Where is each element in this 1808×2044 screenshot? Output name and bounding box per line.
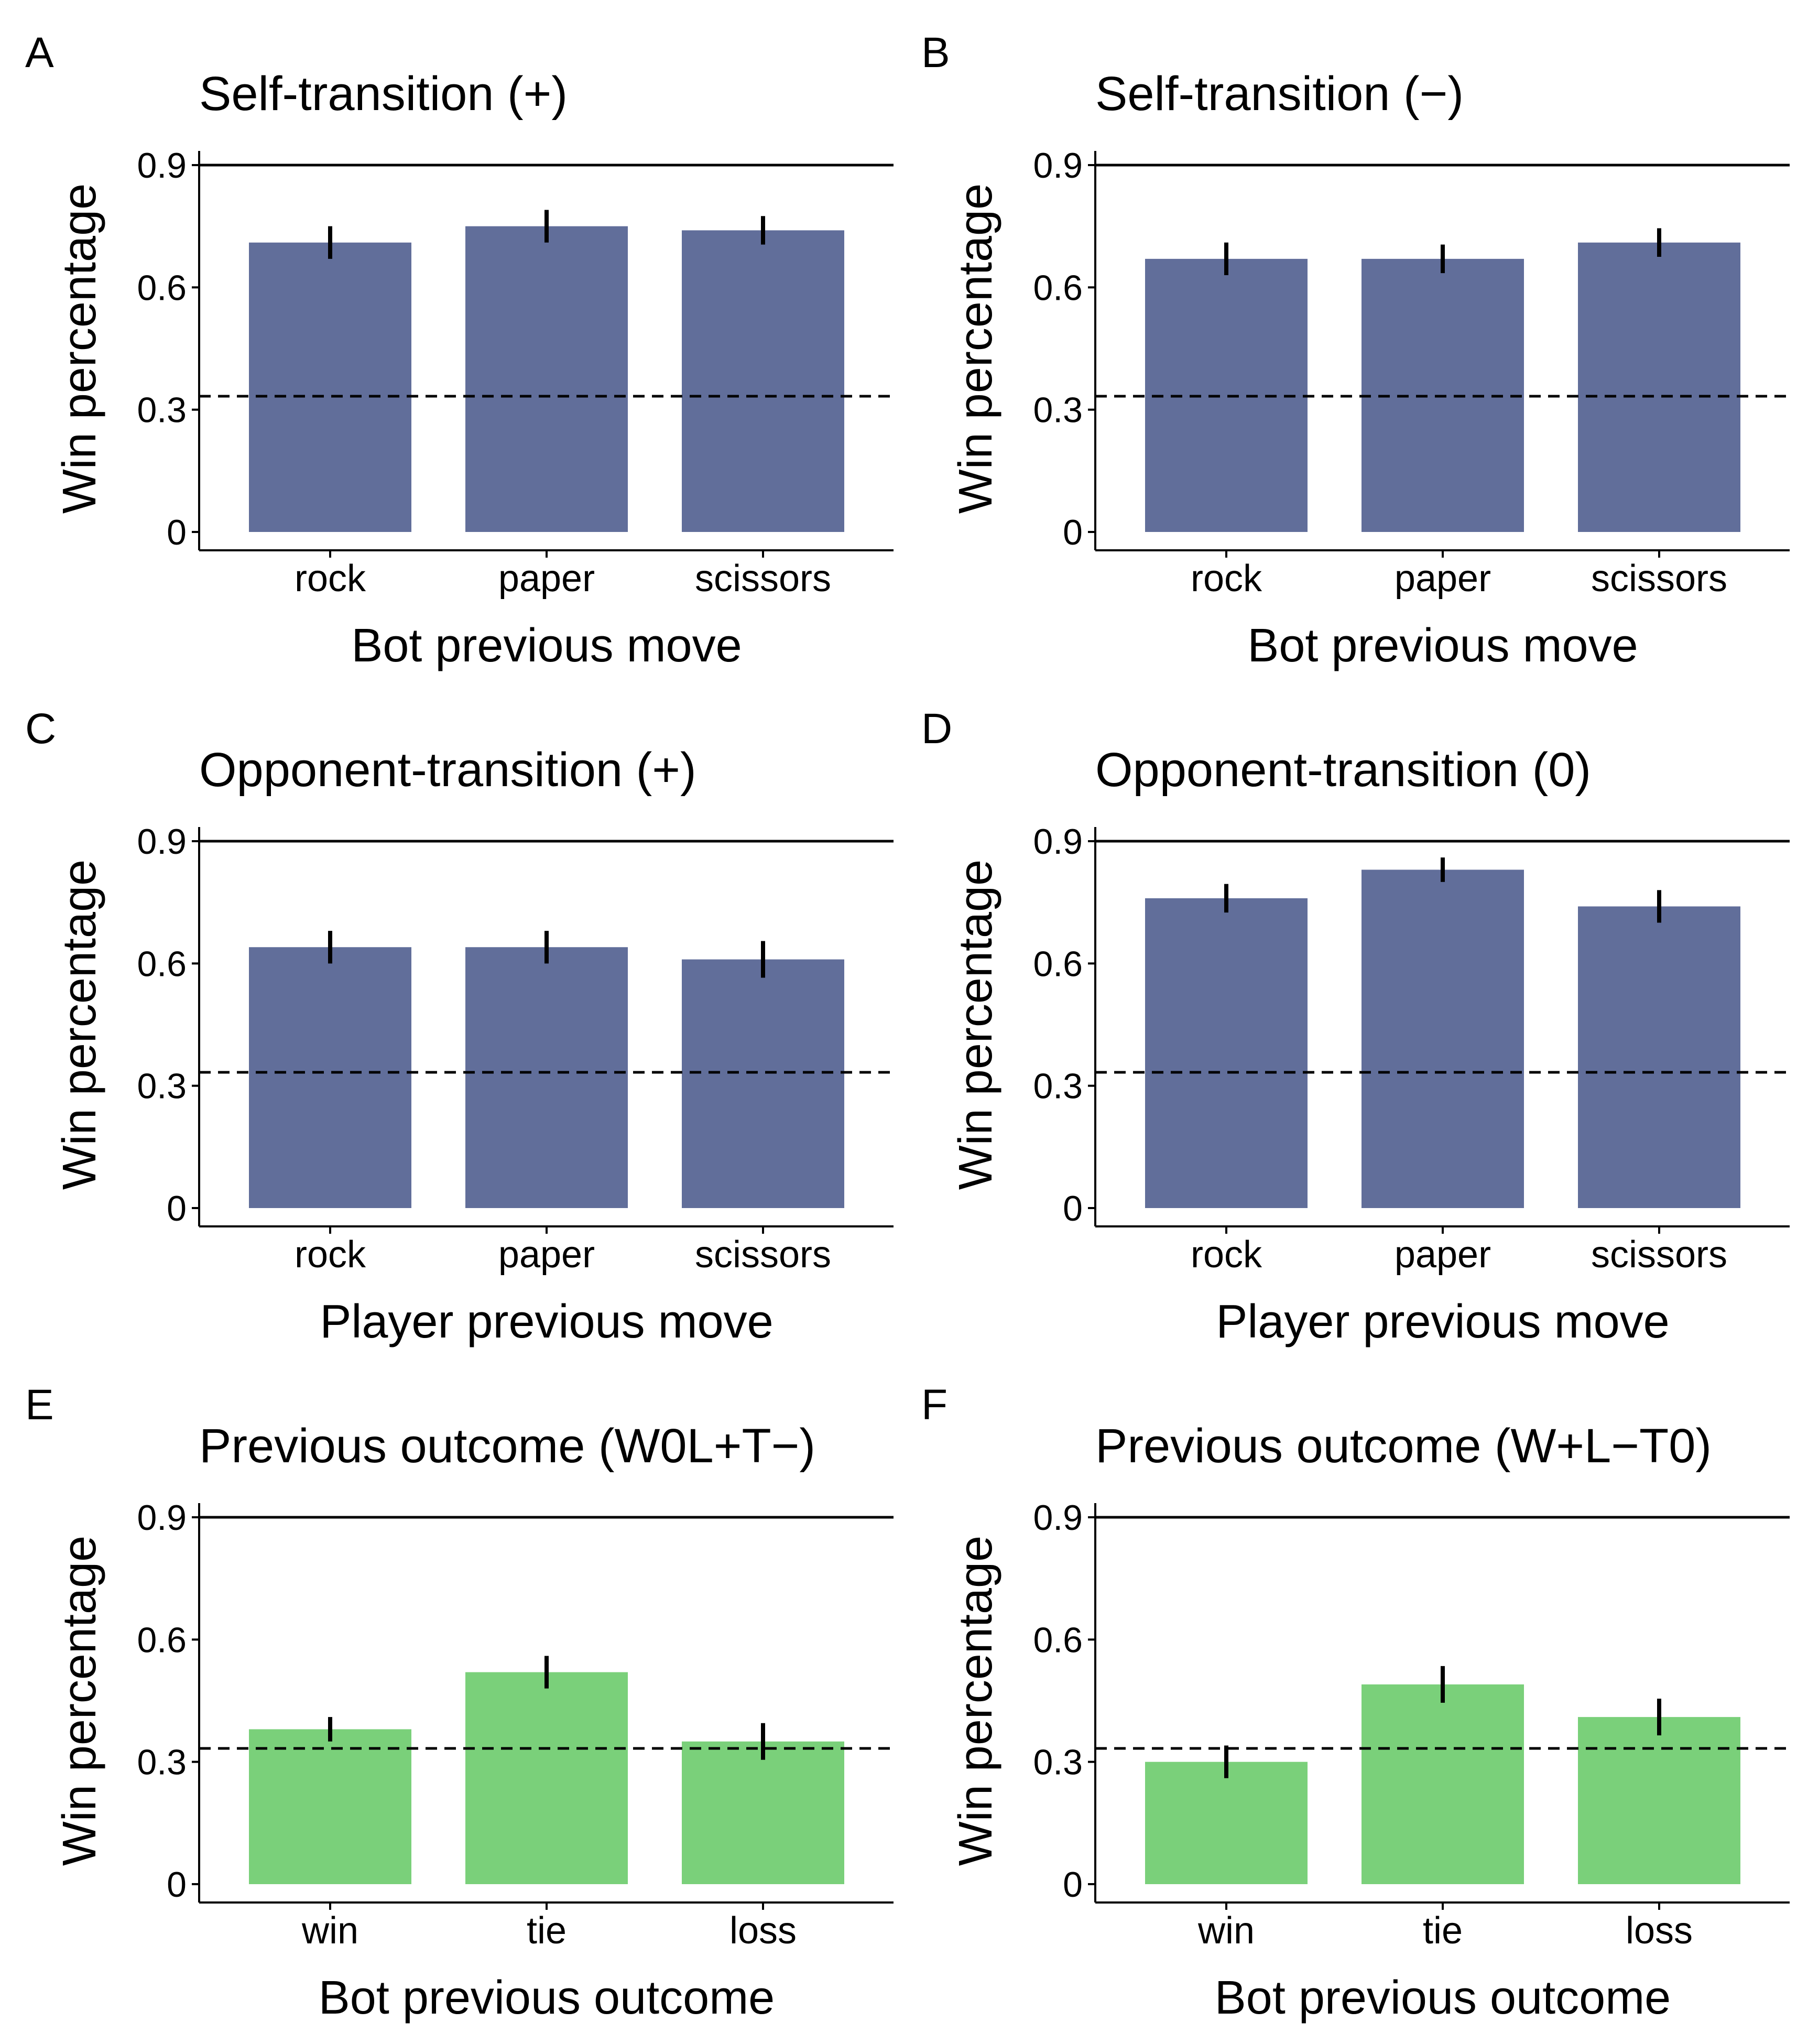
panel-title: Previous outcome (W0L+T−) [199,1419,815,1473]
y-tick-label: 0.9 [137,146,187,186]
y-tick-label: 0.6 [1033,1620,1083,1660]
y-tick-label: 0.9 [137,822,187,862]
bar-scissors [1578,242,1740,532]
y-tick-label: 0.9 [1033,146,1083,186]
x-tick-label: paper [498,558,595,600]
x-tick-label: scissors [1591,558,1727,600]
x-tick-label: scissors [695,1234,831,1276]
y-axis-title: Win percentage [950,860,1002,1190]
y-tick-label: 0.9 [137,1498,187,1538]
bar-rock [1145,258,1308,532]
panel-title: Self-transition (−) [1095,67,1464,121]
bar-tie [465,1672,628,1884]
bar-rock [249,947,411,1208]
panel-title: Opponent-transition (0) [1095,743,1591,797]
y-tick-label: 0.9 [1033,1498,1083,1538]
panel-title: Self-transition (+) [199,67,568,121]
y-axis-title: Win percentage [53,860,106,1190]
x-tick-label: loss [729,1910,797,1952]
x-tick-label: win [301,1910,358,1952]
x-axis-title: Bot previous outcome [319,1972,775,2024]
y-tick-label: 0.3 [1033,1067,1083,1106]
y-tick-label: 0.3 [137,390,187,430]
x-tick-label: tie [1423,1910,1463,1952]
panel-letter: B [921,29,950,77]
x-tick-label: tie [527,1910,567,1952]
bar-rock [1145,898,1308,1208]
panel-letter: F [921,1381,947,1429]
y-tick-label: 0.9 [1033,822,1083,862]
panel-letter: D [921,705,952,753]
x-tick-label: rock [1191,558,1262,600]
x-tick-label: loss [1626,1910,1693,1952]
x-tick-label: scissors [695,558,831,600]
x-axis-title: Bot previous outcome [1215,1972,1671,2024]
y-tick-label: 0 [167,1189,187,1228]
bar-paper [1362,869,1524,1208]
panel-f: F Previous outcome (W+L−T0) 0 0.3 0.6 0.9 win t… [921,1381,1790,2024]
y-axis-title: Win percentage [53,183,106,514]
bar-scissors [682,959,844,1208]
bar-paper [465,226,628,532]
panel-c: C Opponent-transition (+) 0 0.3 0.6 0.9 rock pa… [25,705,894,1348]
bar-paper [465,947,628,1208]
panel-letter: A [25,29,54,77]
x-tick-label: rock [295,558,366,600]
x-axis-title: Bot previous move [351,619,742,672]
x-axis-title: Player previous move [1216,1296,1669,1348]
y-tick-label: 0.3 [1033,390,1083,430]
bar-tie [1362,1684,1524,1884]
x-axis-title: Player previous move [320,1296,773,1348]
y-axis-title: Win percentage [950,1536,1002,1866]
y-tick-label: 0.6 [1033,944,1083,984]
y-tick-label: 0 [167,1865,187,1905]
bar-rock [249,242,411,532]
panel-letter: C [25,705,56,753]
x-tick-label: win [1197,1910,1255,1952]
y-axis-title: Win percentage [950,183,1002,514]
y-tick-label: 0 [1063,1865,1083,1905]
y-tick-label: 0 [1063,513,1083,552]
y-tick-label: 0.6 [1033,268,1083,308]
panel-title: Previous outcome (W+L−T0) [1095,1419,1712,1473]
y-tick-label: 0 [1063,1189,1083,1228]
panel-title: Opponent-transition (+) [199,743,696,797]
x-axis-title: Bot previous move [1247,619,1638,672]
bar-loss [1578,1717,1740,1884]
panel-d: D Opponent-transition (0) 0 0.3 0.6 0.9 rock pa… [921,705,1790,1348]
y-tick-label: 0.6 [137,1620,187,1660]
y-axis-title: Win percentage [53,1536,106,1866]
bar-scissors [682,230,844,532]
panel-e: E Previous outcome (W0L+T−) 0 0.3 0.6 0.9 win t… [25,1381,894,2024]
y-tick-label: 0.3 [137,1067,187,1106]
bar-loss [682,1741,844,1884]
panel-b: B Self-transition (−) 0 0.3 0.6 0.9 rock paper s… [921,29,1790,672]
y-tick-label: 0.6 [137,944,187,984]
x-tick-label: scissors [1591,1234,1727,1276]
y-tick-label: 0.3 [137,1743,187,1782]
bar-win [1145,1762,1308,1884]
bar-scissors [1578,906,1740,1208]
y-tick-label: 0 [167,513,187,552]
x-tick-label: rock [295,1234,366,1276]
y-tick-label: 0.3 [1033,1743,1083,1782]
panel-letter: E [25,1381,54,1429]
x-tick-label: paper [498,1234,595,1276]
bar-win [249,1729,411,1884]
y-tick-label: 0.6 [137,268,187,308]
x-tick-label: paper [1395,558,1491,600]
x-tick-label: paper [1395,1234,1491,1276]
panel-a: A Self-transition (+) 0 0.3 0.6 0.9 rock paper s… [25,29,894,672]
x-tick-label: rock [1191,1234,1262,1276]
